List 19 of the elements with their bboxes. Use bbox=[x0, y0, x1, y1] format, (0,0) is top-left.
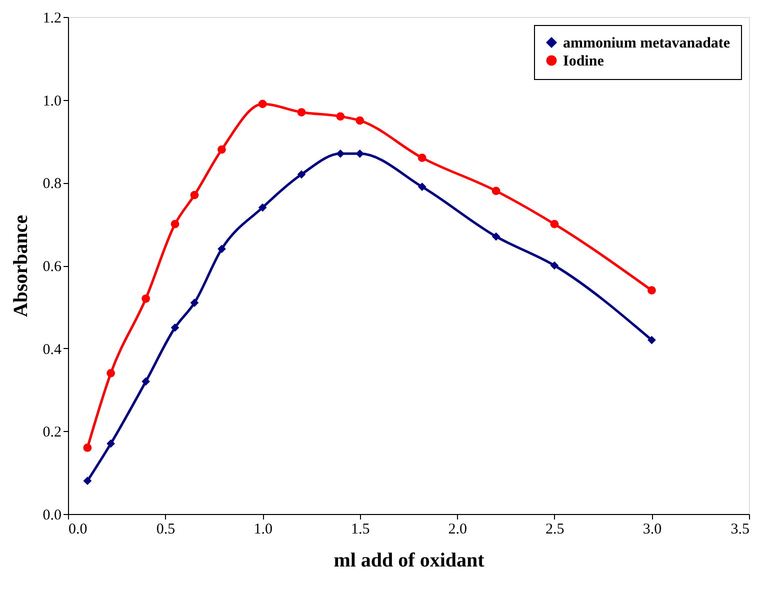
x-tick-label: 0.0 bbox=[68, 522, 88, 538]
x-tick-label: 0.5 bbox=[156, 522, 176, 538]
y-tick-label: 0.4 bbox=[42, 342, 62, 358]
x-tick-label: 2.0 bbox=[448, 522, 468, 538]
x-tick-label: 1.0 bbox=[254, 522, 272, 538]
x-tick-label: 1.5 bbox=[350, 522, 370, 538]
y-tick-label: 1.2 bbox=[42, 10, 62, 26]
y-tick-label: 1.0 bbox=[42, 93, 62, 110]
y-tick-label: 0.8 bbox=[42, 176, 62, 192]
y-tick-label: 0.6 bbox=[42, 259, 62, 275]
legend-label: Iodine bbox=[563, 54, 604, 70]
x-tick-label: 3.5 bbox=[730, 522, 750, 538]
x-tick-label: 2.5 bbox=[546, 522, 564, 538]
legend-label: ammonium metavanadate bbox=[563, 36, 730, 52]
y-axis-title: Absorbance bbox=[10, 214, 32, 318]
y-tick-label: 0.2 bbox=[42, 424, 62, 441]
x-axis-title: ml add of oxidant bbox=[334, 550, 485, 572]
y-tick-label: 0.0 bbox=[42, 508, 62, 524]
x-tick-label: 3.0 bbox=[642, 522, 662, 538]
